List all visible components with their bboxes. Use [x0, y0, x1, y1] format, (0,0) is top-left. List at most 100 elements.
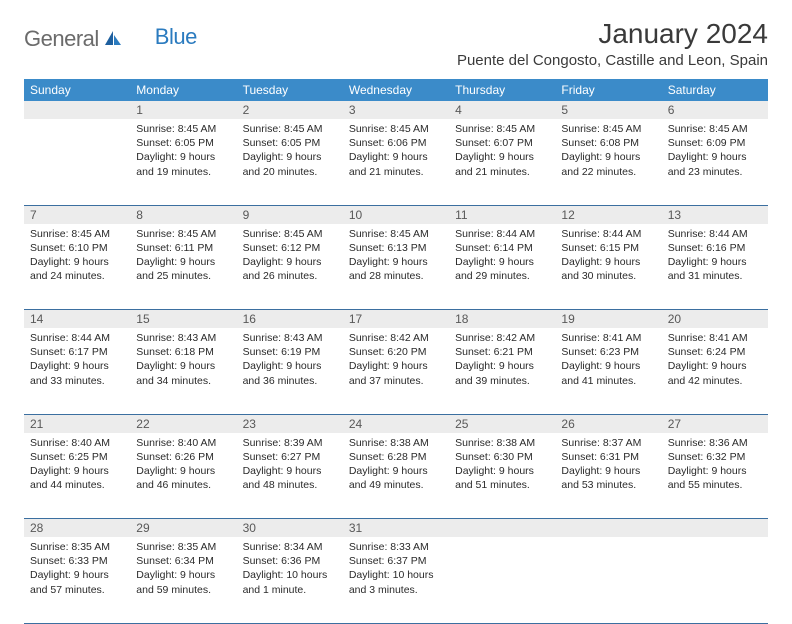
day-details: Sunrise: 8:43 AMSunset: 6:19 PMDaylight:…	[243, 331, 337, 388]
day-header: Wednesday	[343, 79, 449, 101]
calendar-day-cell: Sunrise: 8:45 AMSunset: 6:09 PMDaylight:…	[662, 119, 768, 205]
calendar-day-cell: Sunrise: 8:38 AMSunset: 6:30 PMDaylight:…	[449, 433, 555, 519]
day-number-cell: 29	[130, 519, 236, 538]
day-number-cell: 13	[662, 205, 768, 224]
daylight-line: Daylight: 9 hours and 31 minutes.	[668, 255, 762, 283]
sunrise-line: Sunrise: 8:44 AM	[668, 227, 762, 241]
sunset-line: Sunset: 6:05 PM	[243, 136, 337, 150]
calendar-day-cell: Sunrise: 8:39 AMSunset: 6:27 PMDaylight:…	[237, 433, 343, 519]
daylight-line: Daylight: 9 hours and 39 minutes.	[455, 359, 549, 387]
sunset-line: Sunset: 6:13 PM	[349, 241, 443, 255]
day-details: Sunrise: 8:35 AMSunset: 6:34 PMDaylight:…	[136, 540, 230, 597]
day-details: Sunrise: 8:44 AMSunset: 6:17 PMDaylight:…	[30, 331, 124, 388]
day-details: Sunrise: 8:45 AMSunset: 6:12 PMDaylight:…	[243, 227, 337, 284]
title-block: January 2024 Puente del Congosto, Castil…	[457, 18, 768, 75]
calendar-day-cell: Sunrise: 8:44 AMSunset: 6:15 PMDaylight:…	[555, 224, 661, 310]
day-number-cell: 3	[343, 101, 449, 119]
daylight-line: Daylight: 9 hours and 41 minutes.	[561, 359, 655, 387]
logo-word-general: General	[24, 26, 99, 52]
calendar-day-cell: Sunrise: 8:40 AMSunset: 6:26 PMDaylight:…	[130, 433, 236, 519]
calendar-day-cell: Sunrise: 8:45 AMSunset: 6:08 PMDaylight:…	[555, 119, 661, 205]
calendar-day-cell: Sunrise: 8:45 AMSunset: 6:06 PMDaylight:…	[343, 119, 449, 205]
sunset-line: Sunset: 6:26 PM	[136, 450, 230, 464]
day-number-cell: 9	[237, 205, 343, 224]
day-number-cell: 1	[130, 101, 236, 119]
day-header: Saturday	[662, 79, 768, 101]
day-number-cell: 5	[555, 101, 661, 119]
day-details: Sunrise: 8:45 AMSunset: 6:11 PMDaylight:…	[136, 227, 230, 284]
calendar-day-cell: Sunrise: 8:35 AMSunset: 6:34 PMDaylight:…	[130, 537, 236, 623]
sunrise-line: Sunrise: 8:40 AM	[136, 436, 230, 450]
sunset-line: Sunset: 6:08 PM	[561, 136, 655, 150]
day-details: Sunrise: 8:44 AMSunset: 6:15 PMDaylight:…	[561, 227, 655, 284]
calendar-week-row: Sunrise: 8:40 AMSunset: 6:25 PMDaylight:…	[24, 433, 768, 519]
day-details: Sunrise: 8:45 AMSunset: 6:05 PMDaylight:…	[243, 122, 337, 179]
day-details: Sunrise: 8:45 AMSunset: 6:07 PMDaylight:…	[455, 122, 549, 179]
day-number-cell: 23	[237, 414, 343, 433]
calendar-page: General Blue January 2024 Puente del Con…	[0, 0, 792, 624]
daylight-line: Daylight: 9 hours and 28 minutes.	[349, 255, 443, 283]
day-details: Sunrise: 8:40 AMSunset: 6:26 PMDaylight:…	[136, 436, 230, 493]
daylight-line: Daylight: 9 hours and 23 minutes.	[668, 150, 762, 178]
calendar-day-cell: Sunrise: 8:40 AMSunset: 6:25 PMDaylight:…	[24, 433, 130, 519]
day-details: Sunrise: 8:45 AMSunset: 6:09 PMDaylight:…	[668, 122, 762, 179]
sunrise-line: Sunrise: 8:38 AM	[455, 436, 549, 450]
day-number-cell: 12	[555, 205, 661, 224]
sunrise-line: Sunrise: 8:44 AM	[455, 227, 549, 241]
location-text: Puente del Congosto, Castille and Leon, …	[457, 52, 768, 69]
daylight-line: Daylight: 9 hours and 49 minutes.	[349, 464, 443, 492]
daylight-line: Daylight: 9 hours and 46 minutes.	[136, 464, 230, 492]
day-number-cell: 30	[237, 519, 343, 538]
sunrise-line: Sunrise: 8:45 AM	[136, 227, 230, 241]
day-header: Thursday	[449, 79, 555, 101]
sunrise-line: Sunrise: 8:38 AM	[349, 436, 443, 450]
sunset-line: Sunset: 6:12 PM	[243, 241, 337, 255]
calendar-day-cell: Sunrise: 8:45 AMSunset: 6:07 PMDaylight:…	[449, 119, 555, 205]
day-number-cell: 10	[343, 205, 449, 224]
day-details: Sunrise: 8:39 AMSunset: 6:27 PMDaylight:…	[243, 436, 337, 493]
calendar-week-row: Sunrise: 8:35 AMSunset: 6:33 PMDaylight:…	[24, 537, 768, 623]
sunset-line: Sunset: 6:37 PM	[349, 554, 443, 568]
day-details: Sunrise: 8:36 AMSunset: 6:32 PMDaylight:…	[668, 436, 762, 493]
sunset-line: Sunset: 6:10 PM	[30, 241, 124, 255]
sunset-line: Sunset: 6:25 PM	[30, 450, 124, 464]
sunrise-line: Sunrise: 8:33 AM	[349, 540, 443, 554]
day-number-cell: 4	[449, 101, 555, 119]
daylight-line: Daylight: 9 hours and 25 minutes.	[136, 255, 230, 283]
sunrise-line: Sunrise: 8:42 AM	[455, 331, 549, 345]
sunrise-line: Sunrise: 8:45 AM	[136, 122, 230, 136]
calendar-day-cell: Sunrise: 8:41 AMSunset: 6:23 PMDaylight:…	[555, 328, 661, 414]
daylight-line: Daylight: 9 hours and 36 minutes.	[243, 359, 337, 387]
day-details: Sunrise: 8:42 AMSunset: 6:20 PMDaylight:…	[349, 331, 443, 388]
sunrise-line: Sunrise: 8:45 AM	[349, 122, 443, 136]
sunrise-line: Sunrise: 8:41 AM	[668, 331, 762, 345]
calendar-day-cell: Sunrise: 8:41 AMSunset: 6:24 PMDaylight:…	[662, 328, 768, 414]
sunset-line: Sunset: 6:20 PM	[349, 345, 443, 359]
day-number-cell: 18	[449, 310, 555, 329]
calendar-day-cell	[555, 537, 661, 623]
day-number-cell: 14	[24, 310, 130, 329]
day-details: Sunrise: 8:41 AMSunset: 6:24 PMDaylight:…	[668, 331, 762, 388]
daylight-line: Daylight: 10 hours and 1 minute.	[243, 568, 337, 596]
daylight-line: Daylight: 9 hours and 42 minutes.	[668, 359, 762, 387]
calendar-day-cell: Sunrise: 8:45 AMSunset: 6:11 PMDaylight:…	[130, 224, 236, 310]
day-number-cell: 31	[343, 519, 449, 538]
day-details: Sunrise: 8:37 AMSunset: 6:31 PMDaylight:…	[561, 436, 655, 493]
day-number-cell: 22	[130, 414, 236, 433]
day-details: Sunrise: 8:40 AMSunset: 6:25 PMDaylight:…	[30, 436, 124, 493]
calendar-day-cell: Sunrise: 8:38 AMSunset: 6:28 PMDaylight:…	[343, 433, 449, 519]
daylight-line: Daylight: 9 hours and 22 minutes.	[561, 150, 655, 178]
sunrise-line: Sunrise: 8:43 AM	[136, 331, 230, 345]
sunset-line: Sunset: 6:18 PM	[136, 345, 230, 359]
daylight-line: Daylight: 9 hours and 44 minutes.	[30, 464, 124, 492]
sunrise-line: Sunrise: 8:39 AM	[243, 436, 337, 450]
calendar-day-cell: Sunrise: 8:45 AMSunset: 6:05 PMDaylight:…	[130, 119, 236, 205]
sunrise-line: Sunrise: 8:35 AM	[136, 540, 230, 554]
sunset-line: Sunset: 6:15 PM	[561, 241, 655, 255]
calendar-day-cell: Sunrise: 8:43 AMSunset: 6:19 PMDaylight:…	[237, 328, 343, 414]
daylight-line: Daylight: 9 hours and 33 minutes.	[30, 359, 124, 387]
daylight-line: Daylight: 9 hours and 29 minutes.	[455, 255, 549, 283]
day-number-cell	[662, 519, 768, 538]
sunrise-line: Sunrise: 8:35 AM	[30, 540, 124, 554]
day-number-cell	[449, 519, 555, 538]
